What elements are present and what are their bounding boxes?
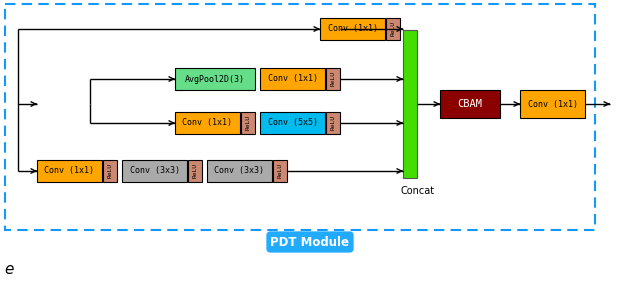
Bar — [260, 68, 325, 90]
Text: ReLU: ReLU — [330, 72, 335, 87]
Text: CBAM: CBAM — [458, 99, 483, 109]
Bar — [5, 4, 595, 230]
Text: Conv (1x1): Conv (1x1) — [45, 166, 95, 175]
Bar — [175, 112, 240, 134]
Text: PDT Module: PDT Module — [271, 235, 349, 248]
Bar — [188, 160, 202, 182]
Bar — [175, 68, 255, 90]
Bar — [326, 68, 340, 90]
Bar — [103, 160, 117, 182]
Text: ReLU: ReLU — [330, 116, 335, 131]
Text: Conv (1x1): Conv (1x1) — [527, 100, 577, 109]
Bar — [440, 90, 500, 118]
Bar — [122, 160, 187, 182]
Text: ReLU: ReLU — [246, 116, 250, 131]
Bar — [320, 18, 385, 40]
Text: ReLU: ReLU — [193, 164, 198, 179]
Text: Conv (5x5): Conv (5x5) — [268, 118, 317, 127]
Text: ReLU: ReLU — [108, 164, 113, 179]
Text: Conv (1x1): Conv (1x1) — [182, 118, 232, 127]
Bar — [260, 112, 325, 134]
Bar — [326, 112, 340, 134]
Text: ReLU: ReLU — [278, 164, 282, 179]
Text: AvgPool2D(3): AvgPool2D(3) — [185, 74, 245, 83]
Text: Conv (3x3): Conv (3x3) — [129, 166, 179, 175]
Bar — [386, 18, 400, 40]
Text: Conv (1x1): Conv (1x1) — [268, 74, 317, 83]
Text: ReLU: ReLU — [390, 21, 396, 36]
Text: Conv (1x1): Conv (1x1) — [328, 25, 378, 34]
Bar — [403, 30, 417, 178]
Bar — [207, 160, 272, 182]
Bar — [273, 160, 287, 182]
Text: Conv (3x3): Conv (3x3) — [214, 166, 264, 175]
Text: e: e — [4, 263, 13, 277]
Bar — [520, 90, 585, 118]
Bar — [37, 160, 102, 182]
Text: Concat: Concat — [401, 186, 435, 196]
Bar — [241, 112, 255, 134]
